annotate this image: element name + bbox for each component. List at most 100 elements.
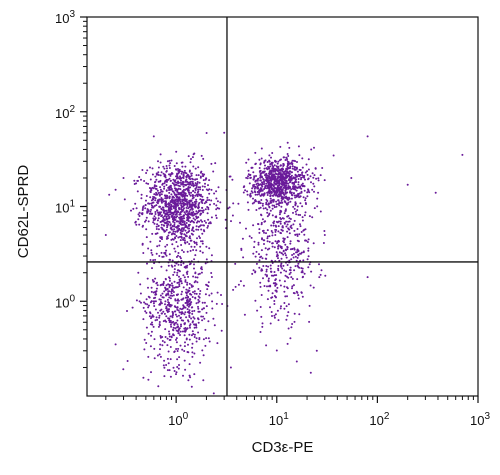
data-point [192, 291, 194, 294]
data-point [152, 302, 155, 305]
data-point [156, 245, 159, 248]
data-point [175, 373, 177, 376]
data-point [283, 212, 286, 215]
data-point [196, 195, 199, 198]
data-point [174, 250, 177, 253]
data-point [186, 210, 189, 213]
data-point [152, 198, 155, 201]
data-point [194, 254, 197, 257]
data-point [215, 190, 218, 193]
data-point [185, 296, 188, 299]
data-point [172, 205, 175, 208]
data-point [165, 293, 168, 296]
data-point [180, 298, 183, 301]
data-point [289, 218, 292, 220]
data-point [253, 240, 256, 243]
data-point [216, 200, 219, 203]
data-point [184, 266, 187, 269]
data-point [255, 250, 258, 253]
data-point [183, 183, 186, 186]
data-point [190, 245, 193, 248]
data-point [298, 196, 301, 199]
data-point [182, 180, 184, 183]
data-point [166, 160, 169, 163]
data-point [190, 334, 193, 337]
data-point [249, 173, 252, 176]
data-point [230, 220, 232, 223]
data-point [126, 360, 129, 362]
data-point [144, 302, 147, 305]
data-point [152, 217, 155, 220]
data-point [172, 334, 175, 337]
data-point [187, 155, 190, 158]
data-point [262, 265, 265, 267]
data-point [191, 214, 194, 217]
data-point [188, 324, 191, 327]
data-point [167, 290, 170, 293]
data-point [169, 315, 172, 318]
data-point [197, 295, 200, 298]
data-point [279, 209, 282, 212]
data-point [181, 230, 184, 233]
data-point [278, 186, 281, 189]
data-point [179, 175, 181, 178]
data-point [210, 276, 213, 278]
data-point [170, 264, 173, 267]
data-point [289, 266, 292, 269]
data-point [299, 202, 302, 205]
data-point [191, 310, 194, 313]
data-point [287, 161, 290, 164]
data-point [194, 272, 197, 275]
data-point [189, 194, 192, 197]
data-point [194, 191, 196, 194]
data-point [172, 366, 175, 369]
data-point [158, 194, 161, 197]
data-point [261, 204, 264, 207]
data-point [291, 248, 294, 250]
data-point [201, 173, 204, 175]
data-point [197, 193, 200, 196]
data-point [193, 333, 196, 336]
data-point [296, 251, 298, 254]
data-point [151, 232, 154, 235]
data-point [169, 297, 172, 300]
data-point [193, 336, 196, 338]
data-point [164, 303, 166, 306]
data-point [286, 197, 289, 199]
data-point [197, 211, 200, 214]
data-point [162, 280, 165, 283]
data-point [213, 324, 216, 327]
data-point [175, 212, 178, 215]
data-point [198, 225, 201, 228]
data-point [271, 231, 274, 234]
data-point [143, 338, 146, 341]
data-point [274, 170, 276, 173]
data-point [310, 148, 313, 151]
data-point [160, 193, 163, 196]
data-point [293, 181, 296, 184]
data-point [215, 208, 218, 211]
data-point [176, 198, 179, 201]
data-point [256, 182, 259, 185]
data-point [190, 172, 193, 175]
data-point [231, 178, 234, 181]
data-point [303, 233, 306, 236]
data-point [298, 175, 301, 178]
data-point [212, 392, 215, 395]
data-point [273, 204, 276, 207]
data-point [264, 164, 266, 167]
data-point [193, 373, 196, 376]
data-point [160, 201, 163, 204]
data-point [264, 273, 267, 276]
data-point [261, 193, 263, 196]
data-point [207, 337, 210, 340]
data-point [160, 283, 162, 286]
data-point [256, 193, 259, 196]
data-point [290, 326, 293, 329]
data-point [135, 223, 138, 226]
data-point [194, 203, 197, 205]
data-point [254, 186, 257, 189]
data-point [173, 193, 176, 196]
data-point [205, 201, 208, 204]
data-point [296, 256, 299, 259]
